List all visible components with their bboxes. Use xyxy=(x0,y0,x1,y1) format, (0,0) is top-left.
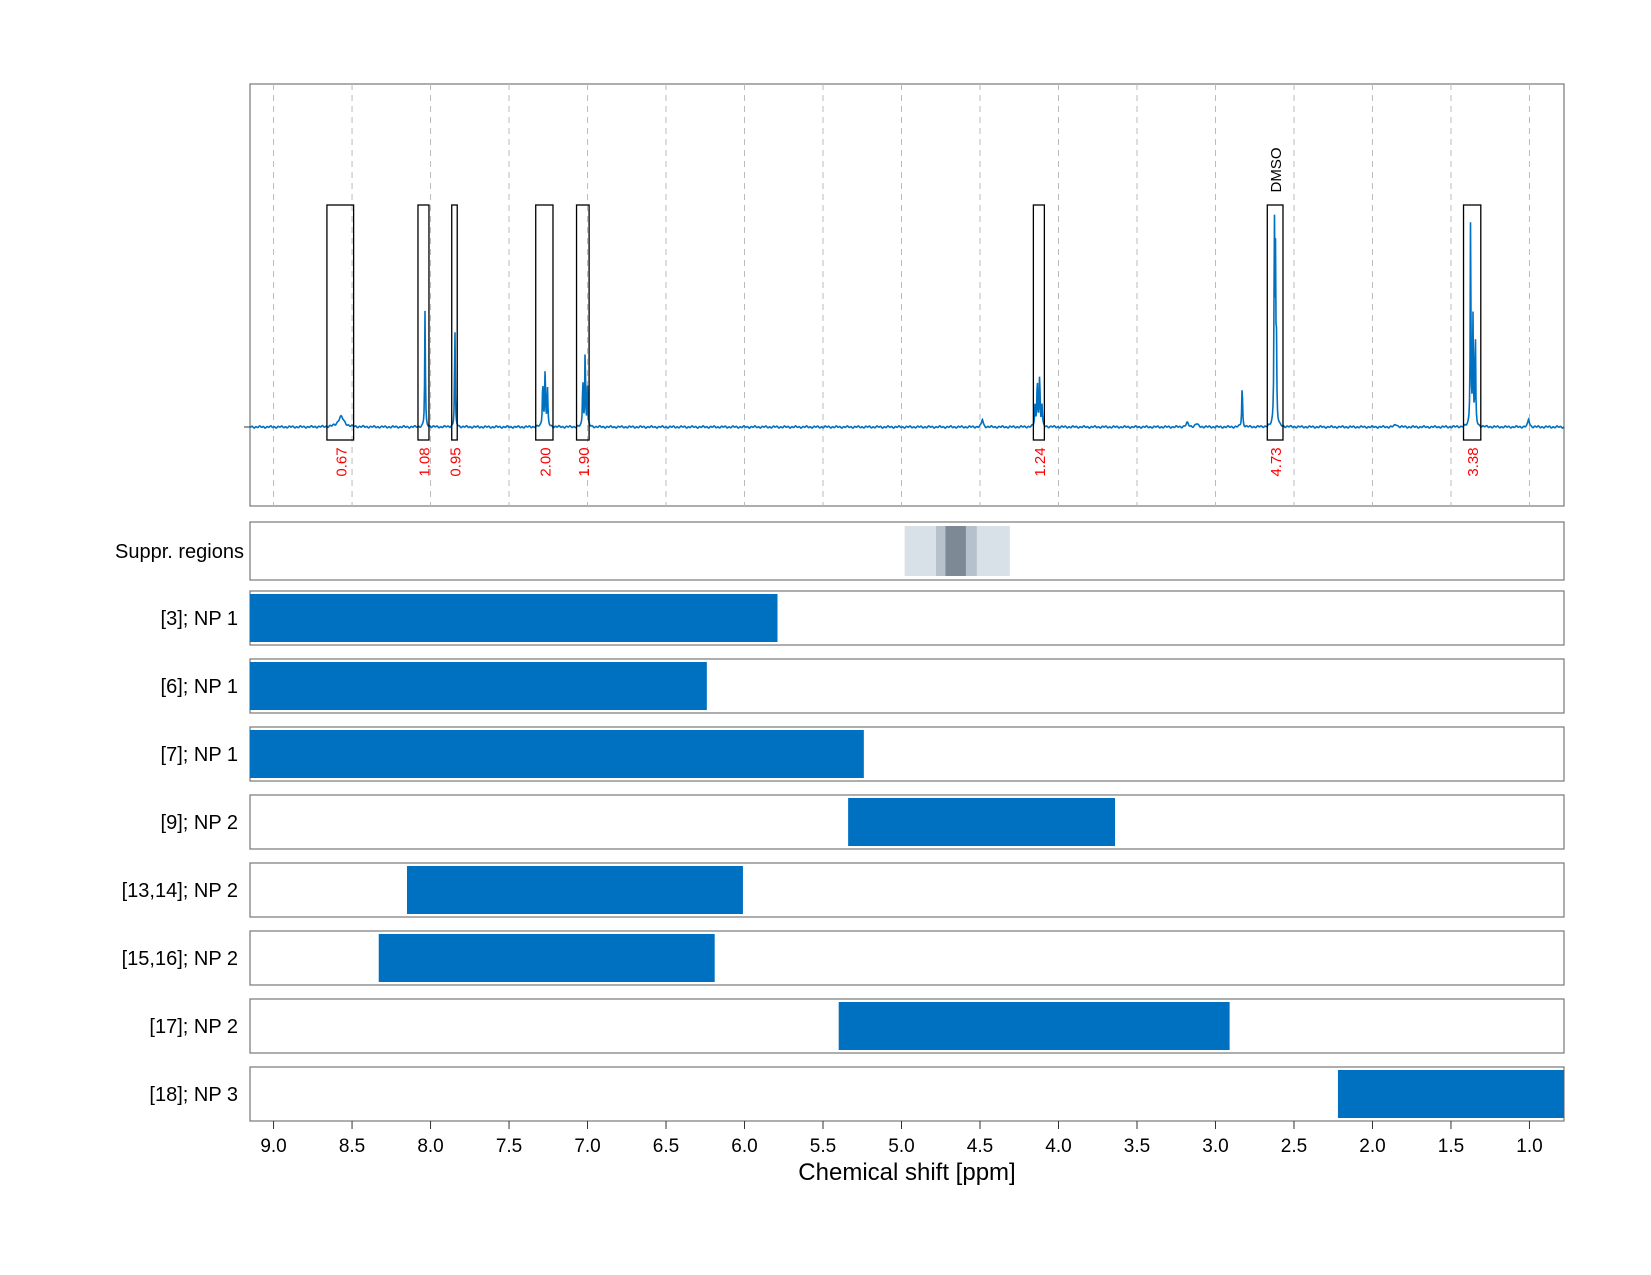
integration-region-box xyxy=(1032,204,1046,441)
x-tick-label: 3.0 xyxy=(1202,1136,1228,1157)
row-label: [7]; NP 1 xyxy=(161,744,238,766)
spectrum-panel: 0.67 1.08 0.95 2.00 1.90 1.24 4.73 DMSO 3.38 xyxy=(244,83,1565,507)
assignment-bar xyxy=(378,934,715,982)
integration-value-label: 1.24 xyxy=(1032,447,1049,476)
assignment-bar xyxy=(848,798,1116,846)
spectrum-line xyxy=(249,214,1565,429)
x-tick-label: 8.5 xyxy=(339,1136,365,1157)
assignment-row: [13,14]; NP 2 xyxy=(122,862,1565,918)
integration-region-box xyxy=(417,204,430,441)
x-axis: 9.0 8.5 8.0 7.5 7.0 6.5 6.0 5.5 5.0 4.5 4.0 3.5 3.0 2… xyxy=(260,1121,1543,1157)
integration-region-box xyxy=(451,204,458,441)
suppressed-regions-panel: Suppr. regions xyxy=(115,521,1565,581)
x-tick-label: 2.0 xyxy=(1359,1136,1385,1157)
assignment-bar xyxy=(250,730,864,778)
row-label: [15,16]; NP 2 xyxy=(122,948,238,970)
assignment-row: [9]; NP 2 xyxy=(161,794,1565,850)
spectrum-frame xyxy=(249,83,1565,507)
x-tick-label: 6.0 xyxy=(731,1136,757,1157)
row-label: [6]; NP 1 xyxy=(161,676,238,698)
integration-value-label: 0.67 xyxy=(333,447,350,476)
x-tick-label: 2.5 xyxy=(1281,1136,1307,1157)
row-label: [18]; NP 3 xyxy=(149,1084,238,1106)
assignment-bar xyxy=(1337,1070,1564,1118)
x-tick-label: 4.5 xyxy=(967,1136,993,1157)
x-tick-label: 4.0 xyxy=(1045,1136,1071,1157)
integration-value-label: 1.90 xyxy=(576,447,593,476)
integration-value-label: 2.00 xyxy=(537,447,554,476)
solvent-annotation: DMSO xyxy=(1268,148,1285,193)
x-tick-label: 1.5 xyxy=(1438,1136,1464,1157)
integration-value-label: 3.38 xyxy=(1465,447,1482,476)
row-label: [9]; NP 2 xyxy=(161,812,238,834)
assignment-row: [18]; NP 3 xyxy=(149,1066,1565,1122)
x-tick-label: 7.5 xyxy=(496,1136,522,1157)
x-tick-label: 5.5 xyxy=(810,1136,836,1157)
assignment-row: [15,16]; NP 2 xyxy=(122,930,1565,986)
assignment-bar xyxy=(838,1002,1230,1050)
assignment-row: [3]; NP 1 xyxy=(161,590,1565,646)
assignment-row: [17]; NP 2 xyxy=(149,998,1565,1054)
assignment-bars-panel: [3]; NP 1 [6]; NP 1 [7]; NP 1 [9]; NP 2 [13,… xyxy=(122,590,1565,1122)
x-tick-label: 8.0 xyxy=(417,1136,443,1157)
row-label: [3]; NP 1 xyxy=(161,608,238,630)
integration-region-box xyxy=(1462,204,1482,441)
integration-value-label: 0.95 xyxy=(447,447,464,476)
x-tick-label: 5.0 xyxy=(888,1136,914,1157)
integration-value-label: 1.08 xyxy=(416,447,433,476)
integration-value-label: 4.73 xyxy=(1268,447,1285,476)
integration-region-box xyxy=(575,204,590,441)
assignment-bar xyxy=(250,662,707,710)
x-axis-label: Chemical shift [ppm] xyxy=(798,1159,1015,1186)
integration-region-box xyxy=(1266,204,1284,441)
integration-region-box xyxy=(535,204,554,441)
row-label: [13,14]; NP 2 xyxy=(122,880,238,902)
assignment-bar xyxy=(250,594,778,642)
suppressed-regions-label: Suppr. regions xyxy=(115,541,244,563)
x-tick-label: 6.5 xyxy=(653,1136,679,1157)
integration-region-box xyxy=(326,204,355,441)
row-label: [17]; NP 2 xyxy=(149,1016,238,1038)
assignment-row: [6]; NP 1 xyxy=(161,658,1565,714)
assignment-row: [7]; NP 1 xyxy=(161,726,1565,782)
x-tick-label: 7.0 xyxy=(574,1136,600,1157)
x-tick-label: 9.0 xyxy=(260,1136,286,1157)
suppressed-band xyxy=(945,526,966,576)
x-tick-label: 3.5 xyxy=(1124,1136,1150,1157)
assignment-bar xyxy=(406,866,743,914)
x-tick-label: 1.0 xyxy=(1516,1136,1542,1157)
